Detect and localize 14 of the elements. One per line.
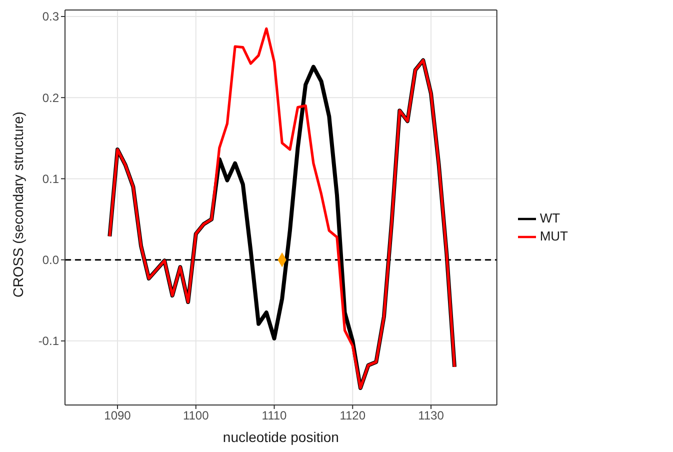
legend-label: WT [540, 210, 560, 226]
y-tick-label: 0.3 [42, 10, 60, 24]
y-axis-title: CROSS (secondary structure) [10, 112, 26, 298]
x-tick-label: 1090 [104, 408, 132, 423]
x-tick-label: 1110 [262, 408, 288, 423]
x-tick-label: 1120 [340, 408, 366, 423]
y-tick-label: 0.1 [42, 172, 60, 186]
y-tick-label: 0.0 [42, 253, 60, 268]
legend-label: MUT [540, 228, 568, 244]
y-tick-label: -0.1 [38, 334, 60, 348]
x-tick-label: 1130 [418, 408, 444, 423]
x-axis-title: nucleotide position [222, 429, 339, 445]
y-tick-label: 0.2 [42, 90, 60, 105]
x-tick-label: 1100 [182, 408, 210, 423]
